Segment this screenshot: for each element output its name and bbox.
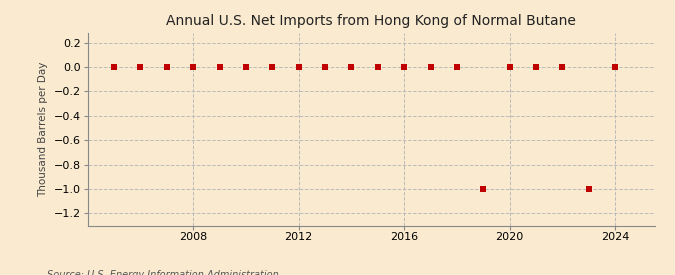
Point [557, 65, 568, 69]
Point [320, 65, 331, 69]
Point [267, 65, 277, 69]
Title: Annual U.S. Net Imports from Hong Kong of Normal Butane: Annual U.S. Net Imports from Hong Kong o… [166, 14, 576, 28]
Point [504, 65, 515, 69]
Point [399, 65, 410, 69]
Point [240, 65, 251, 69]
Point [135, 65, 146, 69]
Point [346, 65, 357, 69]
Point [610, 65, 620, 69]
Point [161, 65, 172, 69]
Point [425, 65, 436, 69]
Point [188, 65, 198, 69]
Point [531, 65, 541, 69]
Text: Source: U.S. Energy Information Administration: Source: U.S. Energy Information Administ… [47, 271, 279, 275]
Point [294, 65, 304, 69]
Point [452, 65, 462, 69]
Point [583, 187, 594, 191]
Point [373, 65, 383, 69]
Point [478, 187, 489, 191]
Point [214, 65, 225, 69]
Point [109, 65, 119, 69]
Y-axis label: Thousand Barrels per Day: Thousand Barrels per Day [38, 62, 48, 197]
